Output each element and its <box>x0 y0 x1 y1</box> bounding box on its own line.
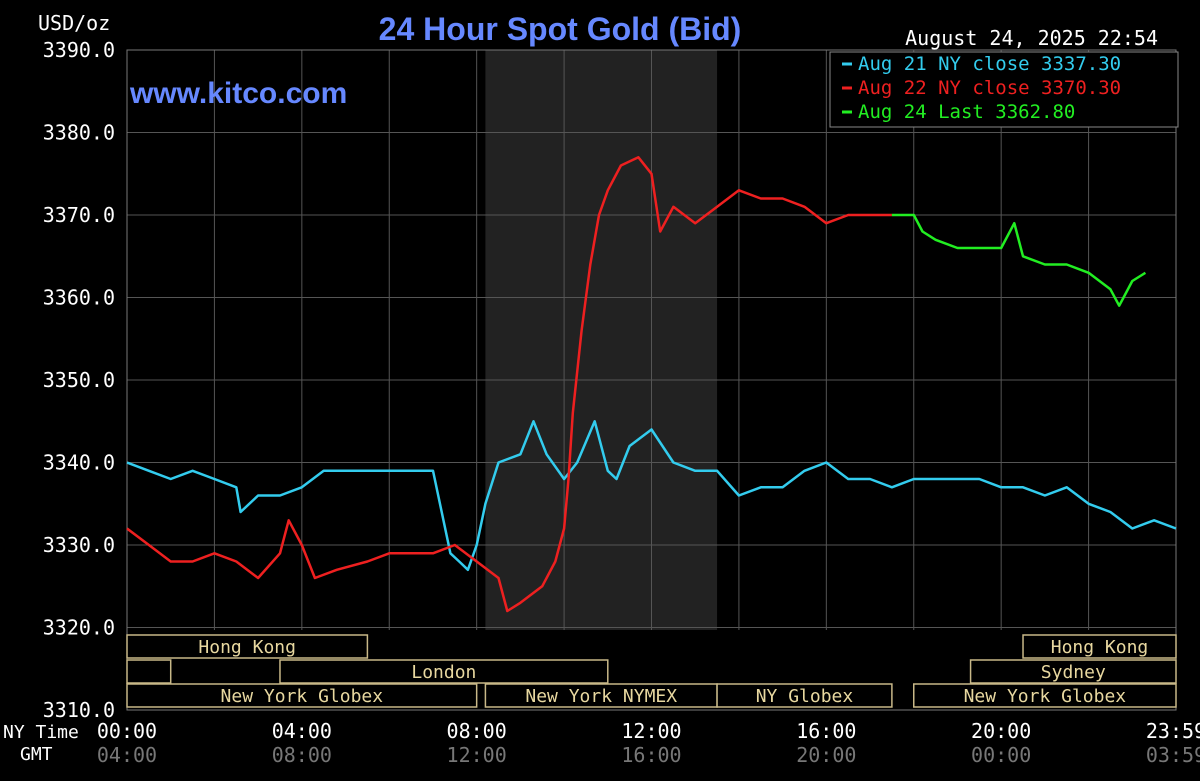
session-box <box>126 634 369 659</box>
x-tick-label-ny: 20:00 <box>971 719 1031 743</box>
y-tick-label: 3380.0 <box>43 121 115 145</box>
legend-entry: Aug 21 NY close 3337.30 <box>858 53 1121 75</box>
ny-time-axis-label: NY Time <box>3 722 79 743</box>
gmt-axis-label: GMT <box>20 744 53 765</box>
session-label: Hong Kong <box>1051 637 1149 658</box>
unit-label: USD/oz <box>38 11 110 35</box>
watermark: www.kitco.com <box>129 77 347 110</box>
y-tick-label: 3360.0 <box>43 286 115 310</box>
y-tick-label: 3340.0 <box>43 451 115 475</box>
session-box <box>126 683 478 708</box>
y-tick-label: 3370.0 <box>43 203 115 227</box>
legend-entry: Aug 22 NY close 3370.30 <box>858 77 1121 99</box>
x-tick-label-ny: 04:00 <box>272 719 332 743</box>
chart-title: 24 Hour Spot Gold (Bid) <box>379 11 742 47</box>
session-box <box>279 659 609 684</box>
plot-frame <box>126 49 1177 711</box>
legend-box <box>829 51 1179 128</box>
x-tick-label-gmt: 20:00 <box>796 743 856 767</box>
legend-entry: Aug 24 Last 3362.80 <box>858 101 1075 123</box>
x-tick-label-gmt: 04:00 <box>97 743 157 767</box>
x-tick-label-gmt: 00:00 <box>971 743 1031 767</box>
session-label: New York NYMEX <box>525 686 677 707</box>
x-tick-label-gmt: 03:59 <box>1146 743 1200 767</box>
x-tick-label-ny: 16:00 <box>796 719 856 743</box>
x-tick-label-ny: 12:00 <box>621 719 681 743</box>
session-label: New York Globex <box>221 686 384 707</box>
series-line-1 <box>126 156 892 613</box>
nymex-shaded-region <box>485 50 718 630</box>
x-tick-label-gmt: 16:00 <box>621 743 681 767</box>
session-label: Hong Kong <box>198 637 296 658</box>
y-tick-label: 3320.0 <box>43 616 115 640</box>
y-tick-label: 3390.0 <box>43 38 115 62</box>
x-tick-label-gmt: 12:00 <box>447 743 507 767</box>
x-tick-label-ny: 08:00 <box>447 719 507 743</box>
session-box <box>913 683 1177 708</box>
series-line-0 <box>126 420 1177 572</box>
y-tick-label: 3330.0 <box>43 533 115 557</box>
session-label: London <box>411 662 476 683</box>
x-tick-label-gmt: 08:00 <box>272 743 332 767</box>
x-tick-label-ny: 23:59 <box>1146 719 1200 743</box>
y-tick-label: 3350.0 <box>43 368 115 392</box>
session-box <box>716 683 893 708</box>
timestamp: August 24, 2025 22:54 <box>905 26 1158 50</box>
session-label: New York Globex <box>964 686 1127 707</box>
session-label: Sydney <box>1041 662 1106 683</box>
session-box <box>969 659 1177 684</box>
y-tick-label: 3310.0 <box>43 698 115 722</box>
series-line-2 <box>891 213 1147 307</box>
session-label: NY Globex <box>756 686 854 707</box>
x-tick-label-ny: 00:00 <box>97 719 157 743</box>
session-box <box>1022 634 1177 659</box>
session-box <box>126 659 172 684</box>
